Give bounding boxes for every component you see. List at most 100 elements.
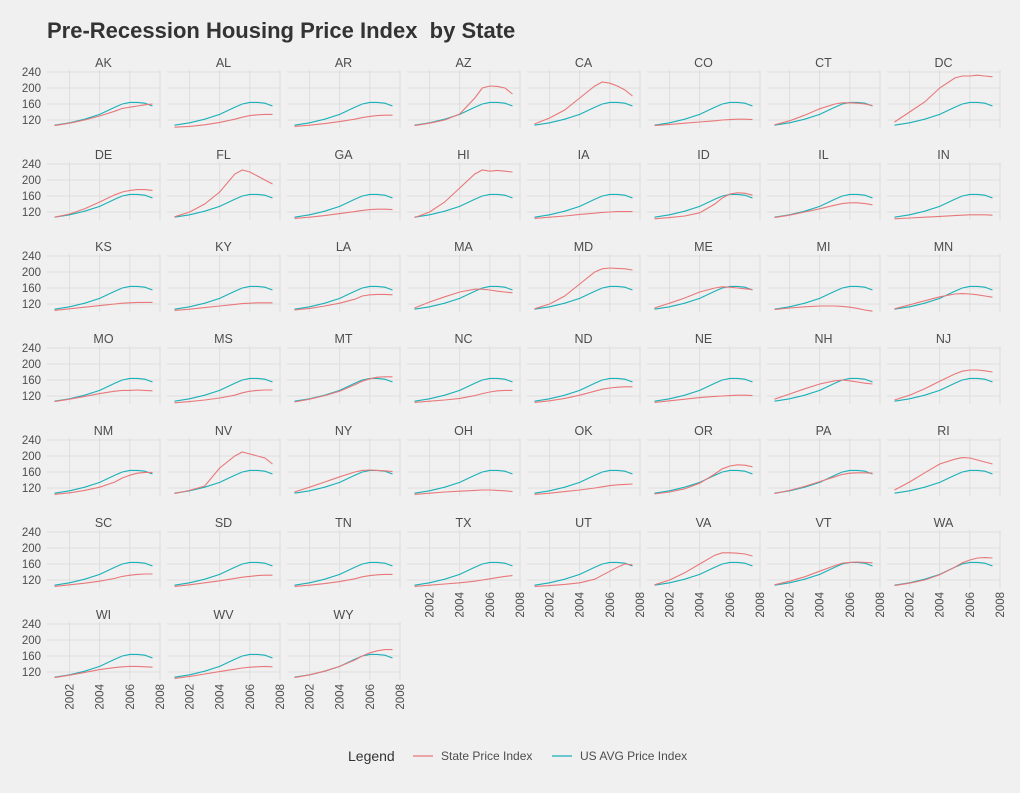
- series-line-us-avg: [534, 469, 633, 494]
- x-tick-label: 2002: [905, 592, 917, 618]
- panel-strip-label: NM: [94, 424, 113, 438]
- series-line-state: [414, 85, 513, 127]
- series-line-state: [654, 394, 753, 403]
- x-tick-label: 2002: [665, 592, 677, 618]
- panel-tn: TN: [287, 516, 401, 588]
- panel-vt: VT 2002 2004 2006 2008: [767, 516, 887, 618]
- panel-strip-label: CT: [815, 56, 832, 70]
- x-tick-label: 2004: [815, 591, 827, 617]
- series-line-us-avg: [774, 377, 873, 402]
- panel-strip-label: WA: [934, 516, 954, 530]
- series-line-us-avg: [894, 285, 993, 310]
- panel-strip-label: FL: [216, 148, 231, 162]
- series-line-us-avg: [54, 469, 153, 494]
- panel-strip-label: TN: [335, 516, 352, 530]
- x-tick-label: 2008: [515, 592, 527, 618]
- panel-strip-label: NH: [814, 332, 832, 346]
- legend-title: Legend: [348, 748, 395, 764]
- series-line-state: [294, 469, 393, 493]
- series-line-us-avg: [294, 285, 393, 310]
- panel-ky: KY: [167, 240, 281, 312]
- series-line-us-avg: [54, 193, 153, 218]
- panel-strip-label: LA: [336, 240, 352, 254]
- series-line-us-avg: [54, 377, 153, 402]
- panel-strip-label: MS: [214, 332, 233, 346]
- series-line-state: [654, 192, 753, 220]
- series-line-state: [54, 573, 153, 587]
- x-tick-label: 2006: [845, 592, 857, 618]
- panel-pa: PA: [767, 424, 881, 496]
- series-line-state: [774, 305, 873, 312]
- panel-hi: HI: [407, 148, 521, 220]
- series-line-state: [54, 301, 153, 311]
- panel-ks: KS 120 160 200 240: [22, 240, 161, 312]
- series-line-state: [294, 573, 393, 587]
- panel-strip-label: MI: [817, 240, 831, 254]
- series-line-state: [294, 376, 393, 403]
- series-line-us-avg: [174, 377, 273, 402]
- x-tick-label: 2008: [275, 684, 287, 710]
- series-line-us-avg: [414, 469, 513, 494]
- panel-wy: WY 2002 2004 2006 2008: [287, 608, 407, 710]
- series-line-us-avg: [654, 469, 753, 494]
- series-line-us-avg: [174, 653, 273, 678]
- panel-ne: NE: [647, 332, 761, 404]
- y-tick-label: 120: [22, 115, 41, 127]
- panel-strip-label: SD: [215, 516, 232, 530]
- panel-ut: UT 2002 2004 2006 2008: [527, 516, 647, 618]
- series-line-state: [54, 389, 153, 403]
- panel-mo: MO 120 160 200 240: [22, 332, 161, 404]
- panel-strip-label: WI: [96, 608, 111, 622]
- y-tick-label: 240: [22, 343, 41, 355]
- panel-strip-label: VT: [816, 516, 832, 530]
- series-line-state: [174, 302, 273, 311]
- panel-strip-label: AL: [216, 56, 231, 70]
- series-line-state: [294, 208, 393, 219]
- x-tick-label: 2008: [395, 684, 407, 710]
- series-line-us-avg: [654, 193, 753, 218]
- series-line-state: [534, 386, 633, 403]
- panel-strip-label: GA: [334, 148, 353, 162]
- series-line-us-avg: [54, 561, 153, 586]
- y-tick-label: 200: [22, 267, 41, 279]
- panel-wa: WA 2002 2004 2006 2008: [887, 516, 1007, 618]
- x-tick-label: 2004: [95, 683, 107, 709]
- x-tick-label: 2002: [65, 684, 77, 710]
- panel-strip-label: IN: [937, 148, 950, 162]
- series-line-state: [414, 489, 513, 495]
- series-line-state: [894, 557, 993, 587]
- panel-strip-label: NC: [454, 332, 472, 346]
- panel-de: DE 120 160 200 240: [22, 148, 161, 220]
- x-tick-label: 2006: [365, 684, 377, 710]
- panel-ny: NY: [287, 424, 401, 496]
- chart-title: Pre-Recession Housing Price Index by Sta…: [47, 18, 515, 43]
- x-tick-label: 2004: [935, 591, 947, 617]
- series-line-us-avg: [294, 193, 393, 218]
- series-line-state: [534, 563, 633, 587]
- series-line-us-avg: [774, 193, 873, 218]
- series-line-state: [174, 665, 273, 679]
- x-tick-label: 2006: [725, 592, 737, 618]
- x-tick-label: 2004: [215, 683, 227, 709]
- y-tick-label: 160: [22, 99, 41, 111]
- panel-strip-label: ME: [694, 240, 713, 254]
- panel-in: IN: [887, 148, 1001, 220]
- panel-sd: SD: [167, 516, 281, 588]
- panel-strip-label: UT: [575, 516, 592, 530]
- panel-dc: DC: [887, 56, 1001, 128]
- series-line-us-avg: [894, 101, 993, 126]
- panel-strip-label: OR: [694, 424, 713, 438]
- x-tick-label: 2002: [185, 684, 197, 710]
- y-tick-label: 120: [22, 207, 41, 219]
- panel-strip-label: HI: [457, 148, 470, 162]
- y-tick-label: 160: [22, 651, 41, 663]
- panel-strip-label: OH: [454, 424, 473, 438]
- panel-wi: WI 120 160 200 240 2002 2004 2006 2008: [22, 608, 167, 710]
- x-tick-label: 2008: [755, 592, 767, 618]
- y-tick-label: 120: [22, 299, 41, 311]
- panel-ms: MS: [167, 332, 281, 404]
- panel-strip-label: VA: [696, 516, 712, 530]
- panel-ca: CA: [527, 56, 641, 128]
- x-tick-label: 2004: [575, 591, 587, 617]
- y-tick-label: 160: [22, 467, 41, 479]
